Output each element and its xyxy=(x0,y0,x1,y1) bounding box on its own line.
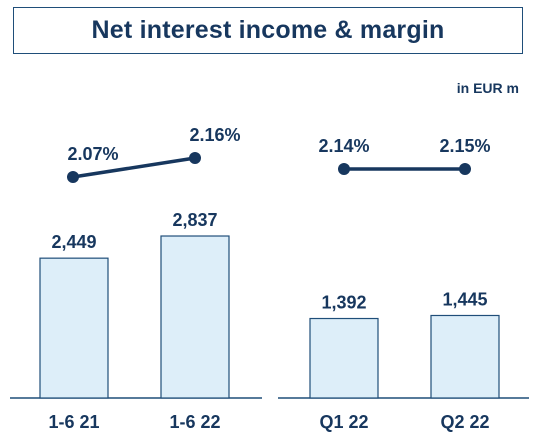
margin-line xyxy=(72,156,196,179)
bar xyxy=(309,317,379,399)
data-label: 2,837 xyxy=(172,210,217,230)
margin-label: 2.07% xyxy=(67,144,118,164)
category-label: Q2 22 xyxy=(440,412,489,432)
unit-label: in EUR m xyxy=(456,80,519,96)
margin-point xyxy=(67,171,79,183)
data-label: 2,449 xyxy=(51,232,96,252)
margin-label: 2.16% xyxy=(189,125,240,145)
bar xyxy=(430,314,500,399)
category-label: 1-6 21 xyxy=(48,412,99,432)
bar xyxy=(39,257,109,399)
margin-label: 2.15% xyxy=(439,136,490,156)
data-label: 1,392 xyxy=(321,293,366,313)
category-label: 1-6 22 xyxy=(169,412,220,432)
chart-title: Net interest income & margin xyxy=(91,16,445,44)
bar xyxy=(160,235,230,399)
margin-point xyxy=(189,152,201,164)
margin-point xyxy=(338,163,350,175)
margin-label: 2.14% xyxy=(318,136,369,156)
chart-title-box: Net interest income & margin xyxy=(13,7,523,54)
margin-point xyxy=(459,163,471,175)
category-label: Q1 22 xyxy=(319,412,368,432)
data-label: 1,445 xyxy=(442,289,487,309)
